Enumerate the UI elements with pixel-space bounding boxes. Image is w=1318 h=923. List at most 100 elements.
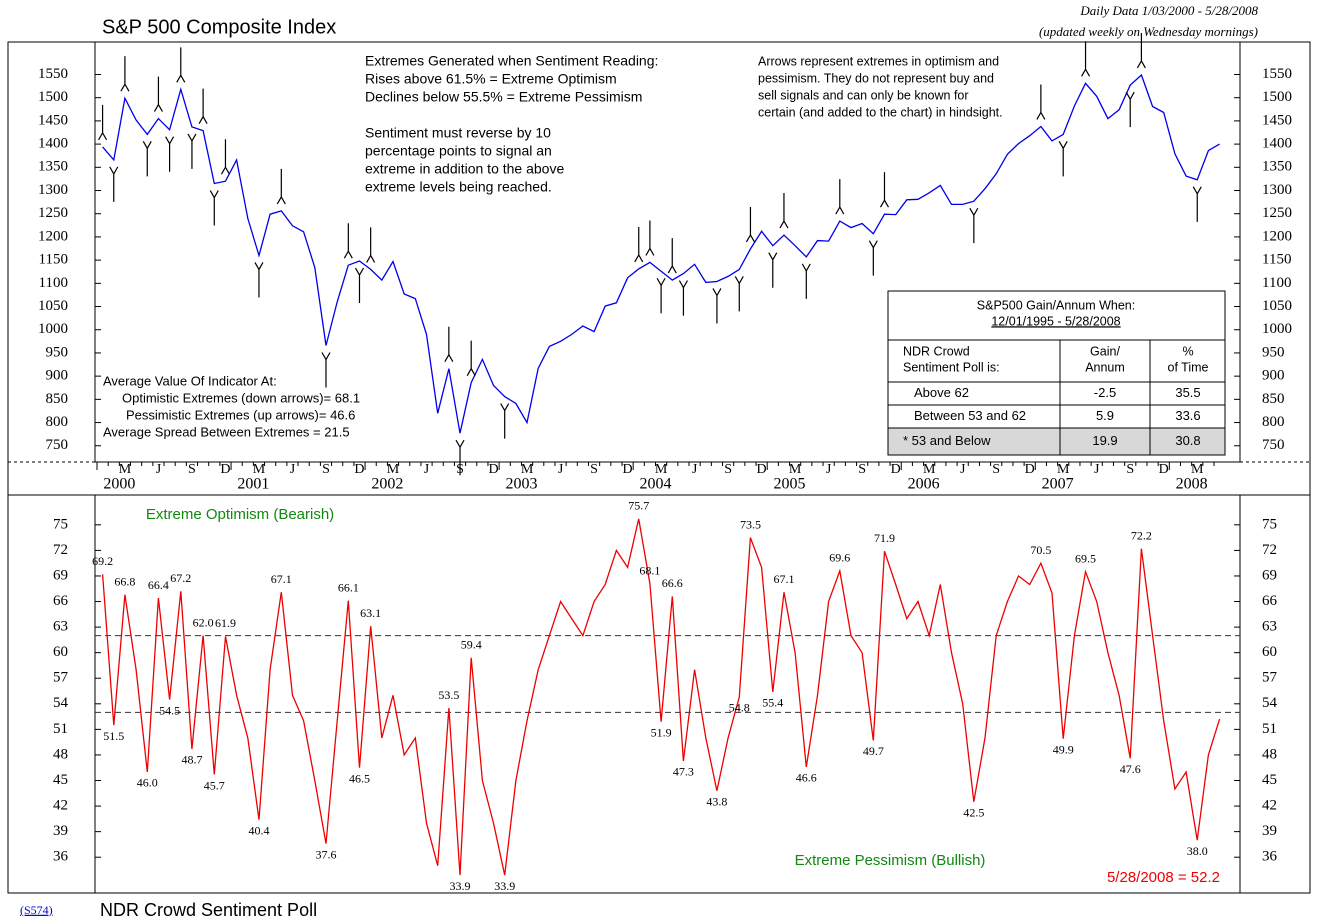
note: Average Spread Between Extremes = 21.5	[103, 424, 350, 439]
x-year-label: 2008	[1176, 476, 1208, 493]
arrow	[120, 56, 130, 92]
extreme-label: 46.0	[137, 776, 158, 790]
note: Arrows represent extremes in optimism an…	[758, 54, 999, 68]
extreme-label: 66.8	[114, 574, 135, 588]
y-tick-label: 69	[1262, 567, 1277, 583]
arrow	[354, 267, 365, 304]
chart-code[interactable]: (S574)	[20, 903, 53, 917]
arrow	[1081, 41, 1091, 77]
line	[101, 518, 1221, 876]
y-tick-label: 1550	[1262, 66, 1292, 82]
table-cell: * 53 and Below	[903, 433, 991, 448]
table-cell: 5.9	[1096, 408, 1114, 423]
y-tick-label: 1400	[38, 136, 68, 152]
note: Declines below 55.5% = Extreme Pessimism	[365, 89, 642, 105]
x-month-label: J	[1094, 462, 1100, 477]
x-year-label: 2001	[237, 476, 269, 493]
x-month-label: M	[521, 462, 534, 477]
x-month-label: M	[789, 462, 802, 477]
y-tick-label: 1150	[1262, 252, 1291, 268]
y-tick-label: 1000	[1262, 321, 1292, 337]
x-year-label: 2003	[505, 476, 537, 493]
extreme-label: 54.5	[159, 703, 180, 717]
y-tick-label: 63	[1262, 619, 1277, 635]
extreme-label: 51.5	[103, 729, 124, 743]
frame	[7, 41, 1311, 894]
table-cell: Between 53 and 62	[914, 408, 1026, 423]
extreme-label: 54.8	[729, 701, 750, 715]
arrow	[209, 190, 219, 226]
note: Average Value Of Indicator At:	[103, 373, 277, 388]
extreme-label: 67.1	[773, 572, 794, 586]
arrow	[835, 179, 845, 215]
note: certain (and added to the chart) in hind…	[758, 105, 1003, 119]
y-tick-label: 45	[1262, 772, 1277, 788]
extreme-label: 66.6	[662, 576, 683, 590]
extreme-label: 69.6	[829, 551, 850, 565]
arrow	[176, 47, 186, 83]
extreme-label: 55.4	[762, 696, 783, 710]
extreme-label: 40.4	[248, 823, 269, 837]
y-tick-label: 72	[1262, 542, 1277, 558]
extreme-label: 62.0	[193, 615, 214, 629]
y-tick-label: 1350	[38, 159, 68, 175]
arrow	[153, 76, 163, 112]
arrow	[1192, 186, 1202, 222]
annotation: 5/28/2008 = 52.2	[1107, 869, 1220, 886]
arrow	[645, 220, 655, 256]
y-tick-label: 1450	[1262, 112, 1292, 128]
y-tick-label: 72	[53, 542, 68, 558]
y-tick-label: 63	[53, 619, 68, 635]
extreme-label: 63.1	[360, 606, 381, 620]
arrow	[142, 141, 152, 177]
x-month-label: M	[1057, 462, 1070, 477]
x-month-label: S	[1126, 462, 1134, 477]
x-month-label: M	[655, 462, 668, 477]
y-tick-label: 66	[53, 593, 69, 609]
note: sell signals and can only be known for	[758, 88, 969, 102]
extreme-label: 42.5	[963, 806, 984, 820]
table-cell: 19.9	[1092, 433, 1117, 448]
y-tick-label: 36	[1262, 849, 1278, 865]
extreme-label: 69.2	[92, 554, 113, 568]
y-tick-label: 75	[53, 516, 68, 532]
x-month-label: D	[891, 462, 901, 477]
y-tick-label: 54	[53, 695, 69, 711]
x-month-label: J	[424, 462, 430, 477]
x-month-label: D	[1025, 462, 1035, 477]
table-header: Sentiment Poll is:	[903, 360, 1000, 374]
arrow	[1125, 91, 1135, 128]
note: extreme levels being reached.	[365, 179, 552, 195]
y-tick-label: 1050	[1262, 298, 1292, 314]
y-tick-label: 800	[1262, 414, 1285, 430]
x-month-label: D	[757, 462, 767, 477]
extreme-label: 68.1	[639, 563, 660, 577]
y-tick-label: 750	[1262, 437, 1285, 453]
arrow	[667, 238, 677, 274]
extreme-label: 70.5	[1030, 543, 1051, 557]
arrow	[165, 136, 175, 172]
table-header: %	[1182, 344, 1193, 358]
x-month-label: D	[488, 462, 498, 477]
extreme-label: 49.7	[863, 744, 884, 758]
note: extreme in addition to the above	[365, 161, 564, 177]
y-tick-label: 950	[46, 344, 69, 360]
note: Optimistic Extremes (down arrows)= 68.1	[122, 390, 360, 405]
y-tick-label: 1500	[1262, 89, 1292, 105]
x-month-label: J	[558, 462, 564, 477]
note: Extremes Generated when Sentiment Readin…	[365, 53, 658, 69]
y-tick-label: 900	[1262, 368, 1285, 384]
y-tick-label: 950	[1262, 344, 1285, 360]
y-tick-label: 900	[46, 368, 69, 384]
arrow	[868, 240, 878, 276]
arrow	[779, 193, 789, 229]
extreme-label: 59.4	[461, 638, 482, 652]
arrow	[466, 340, 476, 376]
extreme-label: 33.9	[450, 879, 471, 893]
y-tick-label: 1550	[38, 66, 68, 82]
arrow	[276, 168, 286, 205]
y-tick-label: 57	[53, 670, 69, 686]
arrow	[879, 172, 890, 208]
extreme-label: 69.5	[1075, 551, 1096, 565]
table-title: S&P500 Gain/Annum When:	[977, 298, 1135, 312]
